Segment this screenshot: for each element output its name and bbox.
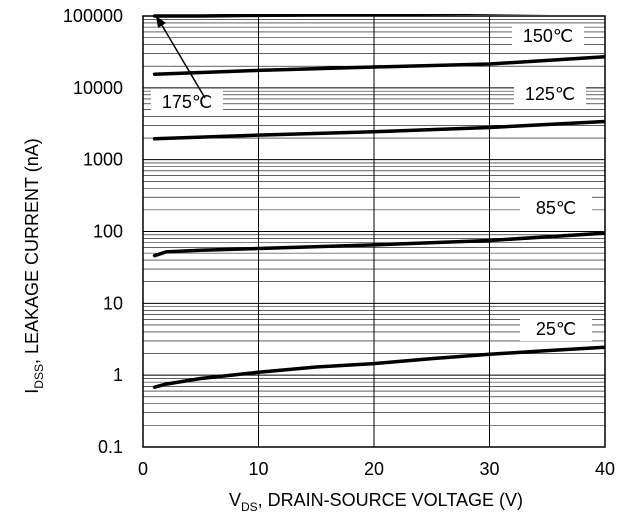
y-axis-title: IDSS, LEAKAGE CURRENT (nA) — [22, 138, 46, 393]
annotation-arrow-175 — [159, 21, 206, 99]
y-tick-label: 10 — [103, 293, 123, 313]
x-tick-label: 40 — [595, 459, 615, 479]
series-label: 150℃ — [523, 26, 573, 46]
y-tick-label: 0.1 — [98, 437, 123, 457]
y-tick-label: 100000 — [63, 6, 123, 26]
grid — [142, 15, 606, 448]
series-label-bg — [520, 317, 592, 341]
y-tick-label: 100 — [93, 222, 123, 242]
series-line — [152, 119, 605, 141]
series-line — [152, 231, 605, 258]
annotation-arrowhead-175 — [156, 16, 166, 28]
series-line — [152, 345, 605, 389]
series-label: 175℃ — [162, 92, 212, 112]
series-label-bg — [512, 24, 584, 48]
x-tick-label: 0 — [138, 459, 148, 479]
series-label: 125℃ — [525, 84, 575, 104]
series-label-bg — [151, 90, 223, 114]
tick-labels: 0 10 20 30 40 0.1 1 10 100 1000 10000 100000 — [63, 6, 615, 479]
x-axis-title: VDS, DRAIN-SOURCE VOLTAGE (V) — [229, 490, 523, 514]
series-labels: 25℃ 85℃ 125℃ 150℃ 175℃ — [151, 24, 592, 341]
x-tick-label: 30 — [479, 459, 499, 479]
x-tick-label: 10 — [248, 459, 268, 479]
y-tick-label: 1 — [113, 365, 123, 385]
series-lines — [152, 14, 605, 389]
series-label: 25℃ — [536, 319, 576, 339]
y-tick-label: 1000 — [83, 150, 123, 170]
series-line — [152, 55, 605, 76]
x-tick-label: 20 — [364, 459, 384, 479]
series-label: 85℃ — [536, 198, 576, 218]
series-label-bg — [514, 82, 586, 106]
series-line — [152, 14, 552, 18]
series-label-bg — [520, 196, 592, 220]
y-tick-label: 10000 — [73, 78, 123, 98]
